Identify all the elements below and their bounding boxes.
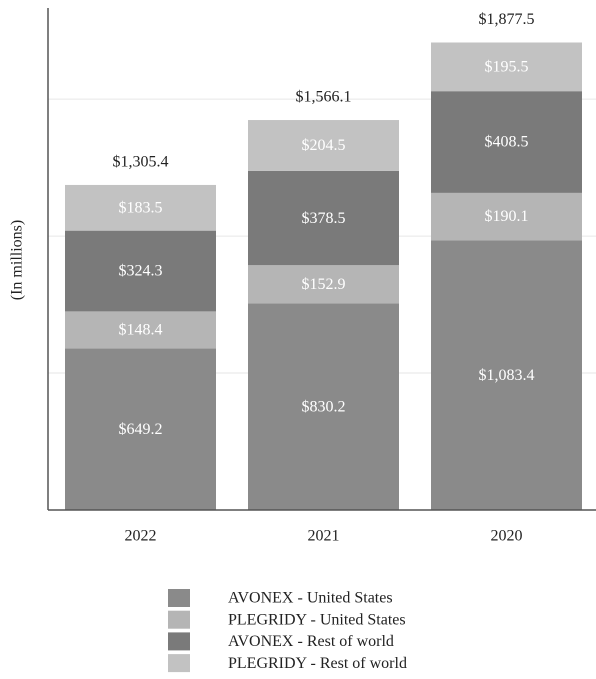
legend-swatch — [168, 589, 190, 607]
value-label: $324.3 — [119, 263, 163, 280]
bar-segment — [248, 303, 399, 510]
legend-swatch — [168, 654, 190, 673]
value-label: $1,083.4 — [479, 367, 535, 384]
bar-segment — [65, 230, 216, 312]
x-tick-label: 2020 — [491, 528, 523, 545]
value-label: $830.2 — [302, 398, 346, 415]
bar-segment — [431, 240, 582, 510]
legend-label: PLEGRIDY - Rest of world — [228, 655, 407, 672]
value-label: $152.9 — [302, 276, 346, 293]
bar-segment — [65, 184, 216, 231]
bar-segment — [65, 348, 216, 510]
bar-segment — [248, 265, 399, 304]
value-label: $408.5 — [485, 134, 529, 151]
x-tick-label: 2021 — [308, 528, 340, 545]
value-label: $378.5 — [302, 210, 346, 227]
value-label: $204.5 — [302, 137, 346, 154]
bar-segment — [431, 42, 582, 92]
bar-segment — [248, 120, 399, 171]
total-label: $1,877.5 — [479, 11, 535, 28]
bar-segment — [248, 170, 399, 266]
legend-swatch — [168, 632, 190, 651]
bar-segment — [65, 311, 216, 349]
total-label: $1,566.1 — [296, 89, 352, 106]
legend-swatch — [168, 610, 190, 629]
x-tick-label: 2022 — [125, 528, 157, 545]
total-label: $1,305.4 — [113, 154, 169, 171]
bar-segment — [431, 192, 582, 241]
legend-label: AVONEX - United States — [228, 590, 393, 607]
bar-segment — [431, 91, 582, 193]
legend-label: PLEGRIDY - United States — [228, 611, 406, 628]
y-axis-label: (In millions) — [9, 220, 26, 300]
value-label: $190.1 — [485, 208, 529, 225]
value-label: $148.4 — [119, 322, 163, 339]
legend-label: AVONEX - Rest of world — [228, 633, 394, 650]
value-label: $195.5 — [485, 59, 529, 76]
value-label: $183.5 — [119, 199, 163, 216]
value-label: $649.2 — [119, 421, 163, 438]
